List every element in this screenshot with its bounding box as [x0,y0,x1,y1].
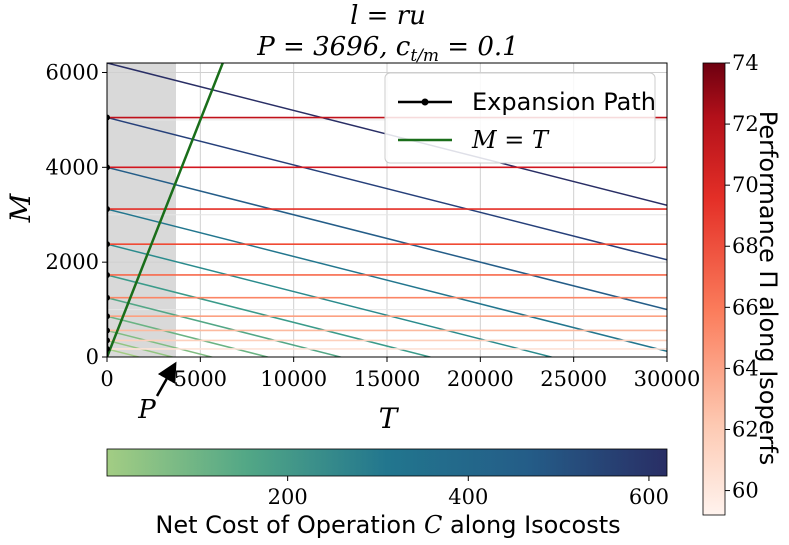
perf-colorbar-ticks: 60 62 64 66 68 70 72 74 [725,51,759,503]
expansion-path-point [107,337,110,344]
legend-box [384,72,656,164]
cost-colorbar-tick-label: 400 [448,485,488,509]
perf-colorbar-label: Performance Π along Isoperfs [754,111,782,466]
perf-colorbar-tick-label: 60 [732,479,759,503]
expansion-path-point [107,206,110,213]
chart-title-line2-main: P = 3696, c [256,32,411,62]
perf-colorbar-tick-label: 72 [732,112,759,136]
isocost-line [107,329,215,357]
x-tick-label: 15000 [354,367,421,391]
expansion-path-point [107,271,110,278]
perf-colorbar-tick-label: 66 [732,295,759,319]
isocost-line [107,296,344,357]
x-tick-label: 10000 [260,367,327,391]
p-marker-label: P [137,395,156,425]
perf-colorbar-tick-label: 74 [732,51,759,75]
perf-colorbar-tick-label: 68 [732,234,759,258]
perf-colorbar-tick-label: 64 [732,356,759,380]
y-tick-label: 0 [86,345,99,369]
chart-title-line1: l = ru [350,1,426,31]
y-tick-label: 2000 [46,250,99,274]
isocost-line [107,274,433,357]
x-tick-label: 25000 [540,367,607,391]
isocost-line [107,166,667,311]
cost-colorbar-tick-label: 200 [268,485,308,509]
isocost-line [107,208,667,353]
perf-colorbar-tick-label: 70 [732,173,759,197]
cost-colorbar-tick-label: 600 [629,485,669,509]
cost-colorbar-label: Net Cost of Operation C along Isocosts [155,511,620,539]
cost-colorbar-label-end: along Isocosts [442,511,620,539]
legend-expansion-path-marker [421,98,429,106]
x-tick-label: 30000 [634,367,701,391]
perf-colorbar [702,62,726,516]
x-tick-label: 20000 [447,367,514,391]
expansion-path-point [107,164,110,171]
axes: 0 5000 10000 15000 20000 25000 30000 0 2000 4000 6… [46,60,701,391]
chart-title-line2-end: = 0.1 [439,32,519,62]
expansion-path-point [107,345,110,352]
y-axis-label: M [4,192,37,223]
chart-title-line2: P = 3696, ct/m = 0.1 [256,32,518,66]
expansion-path-point [107,114,110,121]
legend: Expansion Path M = T [384,72,656,164]
cost-colorbar-label-var: C [424,511,442,539]
x-axis-label: T [379,402,400,435]
perf-colorbar-tick-label: 62 [732,417,759,441]
y-tick-label: 4000 [46,155,99,179]
isocost-line [107,116,667,261]
chart-title-line2-sub: t/m [410,46,439,66]
expansion-path-point [107,313,110,320]
legend-mt-label: M = T [471,126,550,154]
expansion-path-point [107,241,110,248]
p-marker-arrow [155,361,177,397]
expansion-path-point [107,294,110,301]
legend-expansion-path-label: Expansion Path [472,88,656,116]
x-tick-label: 0 [100,367,113,391]
mt-line [107,63,224,357]
isocost-line [107,243,555,357]
cost-colorbar [106,448,668,477]
expansion-path-point [107,327,110,334]
y-tick-label: 6000 [46,60,99,84]
x-tick-label: 5000 [174,367,227,391]
cost-colorbar-ticks: 200 400 600 [268,476,669,509]
cost-colorbar-label-main: Net Cost of Operation [155,511,424,539]
